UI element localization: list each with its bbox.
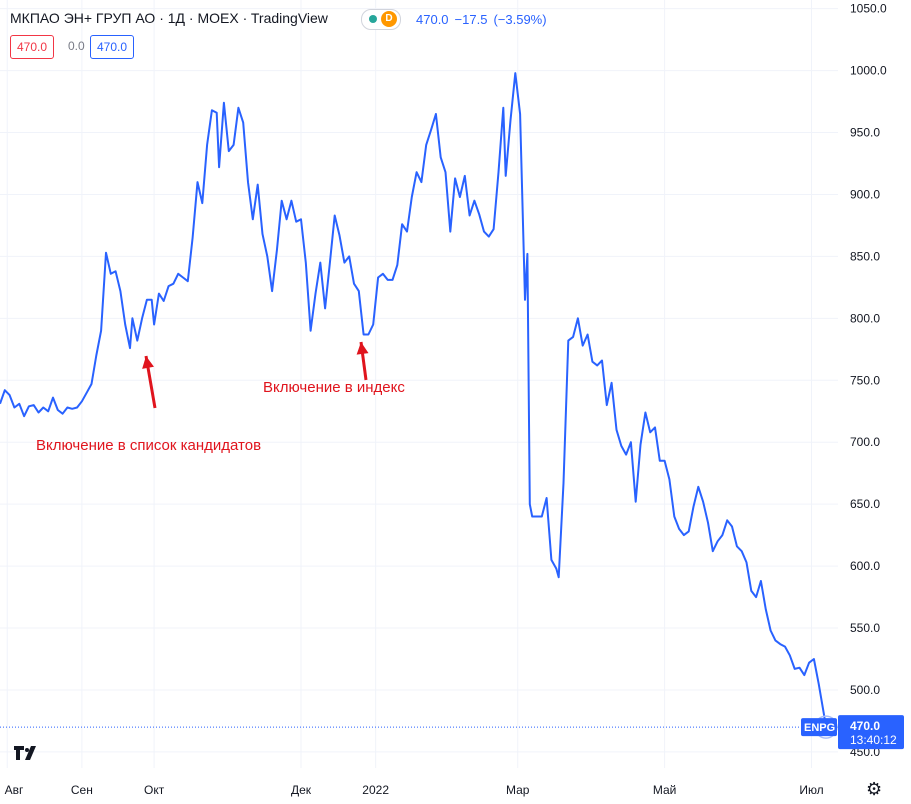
price-change-percent: (−3.59%) (493, 12, 547, 27)
x-tick-label: Дек (291, 783, 312, 797)
y-tick-label: 650.0 (850, 497, 880, 511)
chart-axes: 450.0500.0550.0600.0650.0700.0750.0800.0… (5, 2, 887, 797)
annotation-arrows (142, 341, 369, 409)
market-status-badge[interactable]: D (361, 9, 401, 30)
price-series-line (0, 72, 827, 728)
x-tick-label: 2022 (362, 783, 389, 797)
y-tick-label: 800.0 (850, 311, 880, 325)
market-open-dot-icon (369, 15, 377, 23)
price-tag: ENPG 470.0 13:40:12 (801, 715, 904, 750)
x-tick-label: Авг (5, 783, 24, 797)
annotation-candidates: Включение в список кандидатов (36, 437, 262, 454)
price-tag-price: 470.0 (850, 719, 880, 733)
x-tick-label: Июл (799, 783, 823, 797)
y-tick-label: 950.0 (850, 126, 880, 140)
last-quote: 470.0 −17.5 (−3.59%) (416, 12, 553, 27)
chart-title: МКПАО ЭН+ ГРУП АО · 1Д · MOEX · TradingV… (10, 10, 328, 26)
delayed-data-icon: D (381, 11, 397, 27)
y-tick-label: 1000.0 (850, 64, 887, 78)
y-tick-label: 550.0 (850, 621, 880, 635)
y-tick-label: 600.0 (850, 559, 880, 573)
price-tag-ticker-bg (801, 718, 837, 737)
tradingview-logo-icon[interactable] (12, 742, 40, 762)
price-change: −17.5 (454, 12, 488, 27)
price-tag-time: 13:40:12 (850, 733, 897, 747)
arrow-index (356, 341, 369, 381)
chart-grid (0, 0, 838, 768)
spread-value: 0.0 (68, 39, 85, 53)
y-tick-label: 750.0 (850, 373, 880, 387)
y-tick-label: 700.0 (850, 435, 880, 449)
x-tick-label: Май (653, 783, 677, 797)
price-tag-ticker: ENPG (804, 722, 835, 734)
x-tick-label: Окт (144, 783, 165, 797)
x-tick-label: Мар (506, 783, 530, 797)
sell-price-box[interactable]: 470.0 (10, 35, 55, 59)
buy-price-box[interactable]: 470.0 (90, 35, 135, 59)
annotation-index: Включение в индекс (263, 379, 405, 396)
arrow-candidates (142, 355, 157, 409)
y-tick-label: 850.0 (850, 249, 880, 263)
gear-icon[interactable]: ⚙ (866, 779, 883, 799)
x-tick-label: Сен (71, 783, 93, 797)
y-tick-label: 1050.0 (850, 2, 887, 16)
y-tick-label: 500.0 (850, 683, 880, 697)
last-price: 470.0 (416, 12, 449, 27)
price-tag-price-bg (838, 715, 904, 750)
y-tick-label: 900.0 (850, 187, 880, 201)
